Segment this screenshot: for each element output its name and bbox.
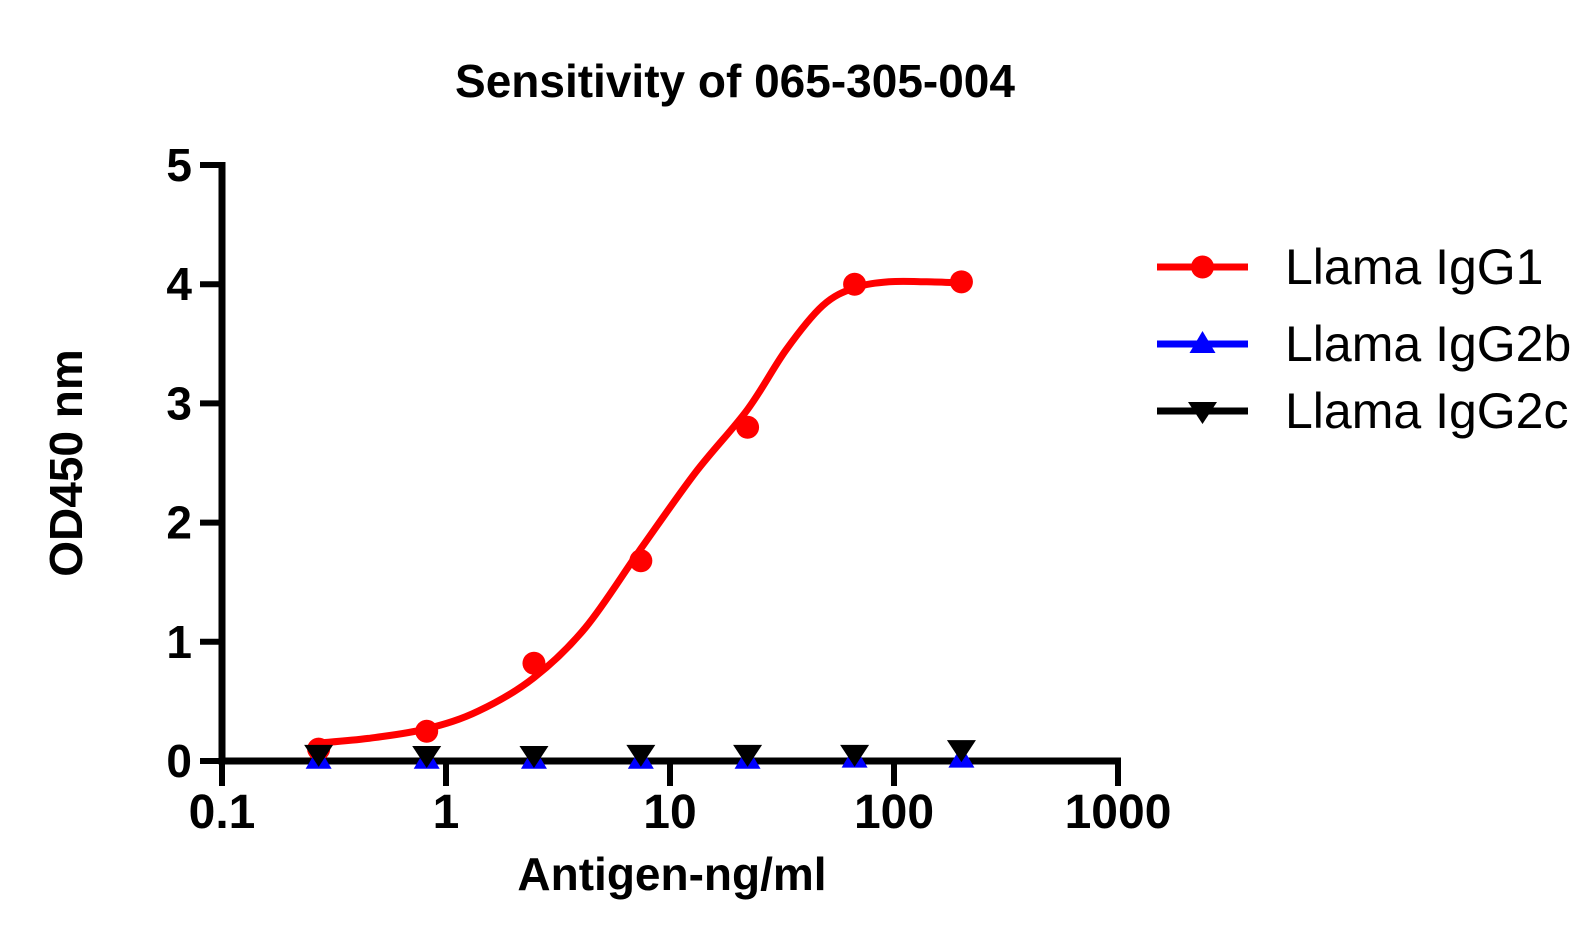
y-tick-label: 1 bbox=[166, 616, 192, 668]
series-layer bbox=[304, 270, 976, 769]
y-tick-label: 0 bbox=[166, 735, 192, 787]
legend-text-layer: Llama IgG1 Llama IgG2b Llama IgG2c bbox=[1285, 239, 1571, 439]
x-axis-label: Antigen-ng/ml bbox=[517, 848, 826, 900]
x-tick-label: 0.1 bbox=[189, 786, 256, 839]
data-point bbox=[946, 740, 976, 763]
data-point bbox=[522, 651, 546, 675]
legend-item-llama-igg2c bbox=[1157, 402, 1248, 424]
legend-swatch-layer bbox=[1157, 255, 1248, 424]
data-point bbox=[412, 746, 442, 769]
x-tick-label: 1 bbox=[433, 786, 460, 839]
data-point bbox=[840, 744, 870, 767]
x-tick-label: 100 bbox=[854, 786, 934, 839]
y-tick-label: 5 bbox=[166, 139, 192, 191]
series-llama-igg2c bbox=[304, 740, 976, 769]
data-point bbox=[733, 744, 763, 767]
data-point bbox=[519, 746, 549, 769]
data-point bbox=[736, 415, 760, 439]
x-tick-label: 1000 bbox=[1065, 786, 1172, 839]
chart-title: Sensitivity of 065-305-004 bbox=[455, 55, 1015, 107]
legend-circle-icon bbox=[1191, 255, 1214, 279]
y-axis-label: OD450 nm bbox=[40, 349, 92, 577]
legend-item-llama-igg2b bbox=[1157, 331, 1248, 353]
y-tick-label: 4 bbox=[166, 258, 192, 310]
data-point bbox=[304, 744, 334, 767]
legend-triangle-up-icon bbox=[1189, 331, 1216, 353]
series-llama-igg1 bbox=[307, 270, 973, 761]
legend-triangle-down-icon bbox=[1188, 402, 1217, 424]
x-tick-label: 10 bbox=[643, 786, 696, 839]
fit-curve-llama-igg1 bbox=[315, 277, 965, 747]
axes-layer: 0 1 2 3 4 5 0.1 1 10 100 1000 bbox=[166, 139, 1171, 839]
legend-label: Llama IgG2c bbox=[1285, 383, 1568, 439]
data-point bbox=[415, 719, 439, 743]
legend-item-llama-igg1 bbox=[1157, 255, 1248, 279]
data-point bbox=[626, 744, 656, 767]
data-point bbox=[629, 549, 653, 573]
y-tick-label: 3 bbox=[166, 377, 192, 429]
data-point bbox=[843, 272, 867, 296]
legend-label: Llama IgG1 bbox=[1285, 239, 1543, 295]
legend-label: Llama IgG2b bbox=[1285, 316, 1571, 372]
data-point bbox=[949, 270, 973, 294]
y-tick-label: 2 bbox=[166, 497, 192, 549]
